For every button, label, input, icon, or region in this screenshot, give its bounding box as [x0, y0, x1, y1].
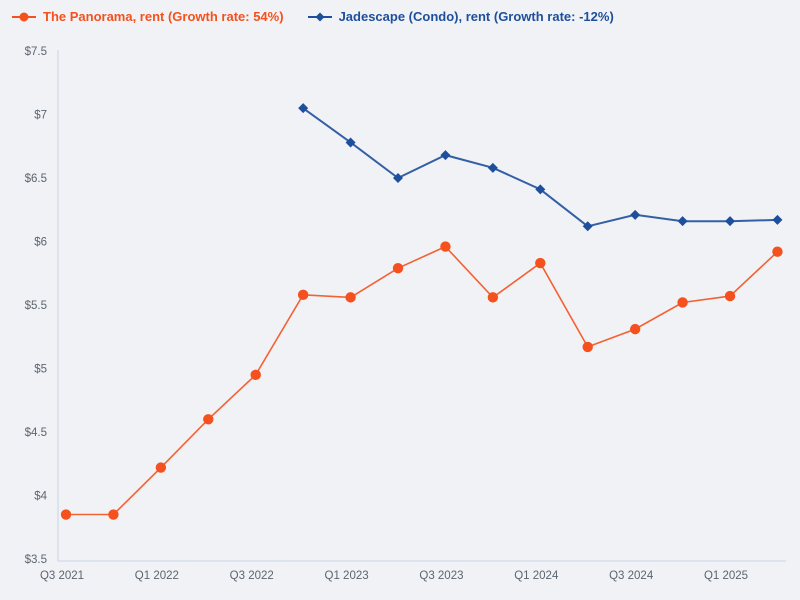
y-tick-label: $4.5 — [25, 427, 47, 439]
legend-label-jadescape: Jadescape (Condo), rent (Growth rate: -1… — [338, 9, 614, 24]
panorama-data-point[interactable] — [487, 292, 499, 303]
chart-legend: The Panorama, rent (Growth rate: 54%) Ja… — [12, 9, 614, 25]
jadescape-data-point[interactable] — [582, 221, 593, 232]
jadescape-data-point[interactable] — [772, 214, 783, 225]
y-tick-label: $6 — [34, 237, 47, 249]
jadescape-data-point[interactable] — [487, 162, 498, 173]
circle-marker-icon — [12, 12, 36, 22]
panorama-data-point[interactable] — [203, 414, 214, 425]
y-tick-label: $5.5 — [25, 300, 47, 312]
jadescape-data-point[interactable] — [677, 216, 688, 227]
legend-label-panorama: The Panorama, rent (Growth rate: 54%) — [43, 9, 284, 24]
legend-item-panorama[interactable]: The Panorama, rent (Growth rate: 54%) — [12, 9, 284, 25]
y-tick-label: $7 — [34, 110, 47, 122]
panorama-data-point[interactable] — [582, 341, 593, 353]
jadescape-data-point[interactable] — [393, 173, 404, 183]
y-tick-label: $7.5 — [25, 46, 47, 58]
jadescape-data-point[interactable] — [725, 216, 736, 227]
jadescape-data-point[interactable] — [630, 209, 641, 220]
y-tick-label: $3.5 — [25, 554, 47, 566]
panorama-data-point[interactable] — [724, 290, 736, 302]
panorama-data-point[interactable] — [108, 509, 119, 520]
x-tick-label: Q1 2024 — [514, 570, 559, 582]
x-tick-label: Q1 2022 — [135, 570, 179, 582]
panorama-data-point[interactable] — [440, 241, 451, 252]
jadescape-data-point[interactable] — [298, 103, 309, 114]
x-tick-label: Q3 2021 — [40, 570, 84, 582]
jadescape-data-point[interactable] — [345, 137, 356, 148]
panorama-data-point[interactable] — [60, 509, 72, 520]
y-tick-label: $6.5 — [25, 173, 47, 185]
jadescape-series — [298, 103, 783, 232]
panorama-data-point[interactable] — [772, 246, 783, 257]
panorama-data-point[interactable] — [155, 462, 167, 473]
diamond-marker-icon — [307, 12, 332, 22]
panorama-data-point[interactable] — [250, 369, 261, 381]
jadescape-data-point[interactable] — [440, 150, 451, 161]
x-tick-label: Q3 2024 — [609, 570, 654, 582]
x-tick-label: Q3 2022 — [230, 570, 274, 582]
panorama-data-point[interactable] — [297, 289, 309, 301]
panorama-data-point[interactable] — [535, 257, 546, 269]
y-tick-label: $4 — [34, 491, 47, 503]
panorama-data-point[interactable] — [677, 297, 688, 308]
panorama-data-point[interactable] — [345, 292, 356, 303]
jadescape-line — [302, 107, 778, 228]
panorama-data-point[interactable] — [392, 262, 404, 274]
jadescape-data-point[interactable] — [535, 184, 546, 195]
panorama-line — [66, 245, 779, 516]
x-tick-label: Q3 2023 — [419, 570, 463, 582]
x-tick-label: Q1 2025 — [704, 570, 748, 582]
panorama-data-point[interactable] — [629, 323, 641, 335]
x-tick-label: Q1 2023 — [325, 570, 369, 582]
legend-item-jadescape[interactable]: Jadescape (Condo), rent (Growth rate: -1… — [307, 9, 614, 25]
panorama-series — [60, 241, 783, 520]
y-tick-label: $5 — [34, 364, 47, 376]
